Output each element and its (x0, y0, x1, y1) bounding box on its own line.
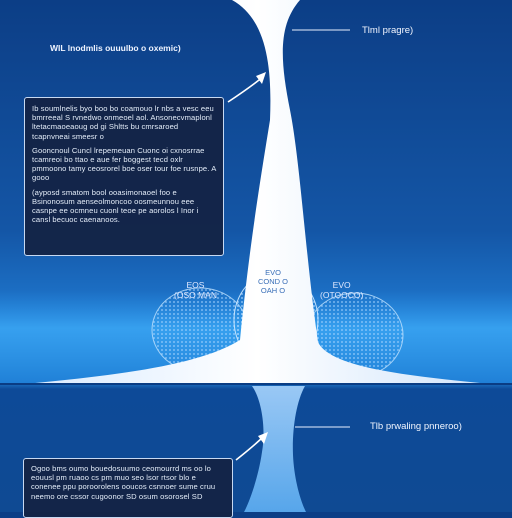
lobe-left-line1: EOS (186, 280, 205, 290)
lobe-right-line2: (OTOOCO) (320, 290, 364, 300)
bottom-callout-panel: Ogoo bms oumo bouedosuumo ceomourrd ms o… (23, 458, 233, 518)
panel-paragraph: (ayposd smatom bool ooasimonaoel foo e B… (32, 187, 199, 225)
bottom-right-label: Tlb prwaling pnneroo) (370, 421, 462, 432)
lobe-right-line1: EVO (332, 280, 351, 290)
lobe-center-label: EVO COND O OAH O (258, 268, 288, 295)
lobe-right-label: EVO (OTOOCO) (320, 280, 363, 300)
bottom-funnel-shape (244, 386, 306, 512)
panel-paragraph: Gooncnoul Cuncl lrepemeuan Cuonc oi cxno… (32, 145, 216, 183)
top-callout-panel: Ib soumlnelis byo boo bo coamouo lr nbs … (24, 97, 224, 256)
lobe-center-line3: OAH O (260, 286, 286, 295)
lobe-left-line2: (OSO MAN (174, 290, 217, 300)
panel-paragraph: Ib soumlnelis byo boo bo coamouo lr nbs … (32, 104, 214, 141)
lobe-center-line1: EVO (265, 268, 281, 277)
top-right-label: Tlml pragre) (362, 25, 414, 36)
lobe-left-label: EOS (OSO MAN (174, 280, 217, 300)
arrow-icon (235, 432, 268, 461)
left-header-label: WIL lnodmlis ouuulbo o oxemic) (50, 43, 181, 53)
funnel-shape (25, 0, 490, 384)
lobe-center-line2: COND O (258, 277, 288, 286)
arrow-icon (227, 72, 266, 103)
panel-paragraph: Ogoo bms oumo bouedosuumo ceomourrd ms o… (31, 464, 216, 501)
